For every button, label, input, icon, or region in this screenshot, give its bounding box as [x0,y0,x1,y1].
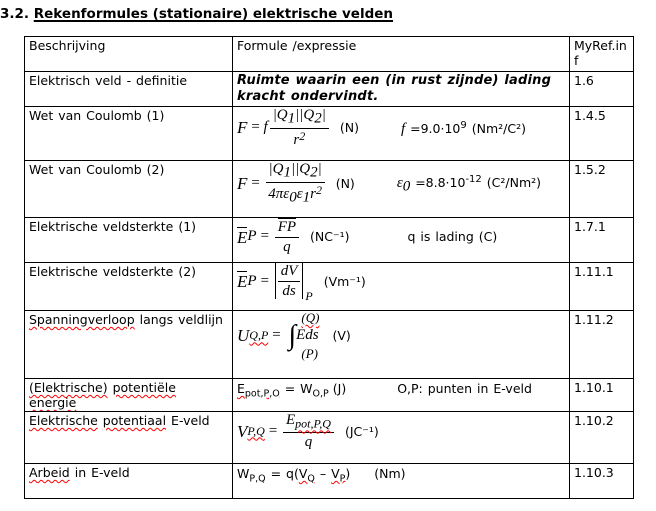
formula-table: Beschrijving Formule /expressie MyRef.in… [24,36,634,499]
ref-1-10-2: 1.10.2 [569,411,634,464]
integral-sign: ∫ [288,319,297,351]
ref-1-10-1: 1.10.1 [569,378,634,412]
formula-coulomb-2-cell: F = |Q1||Q2| 4πε0ε1r2 (N) ε0 =8.8·10-12 (C… [232,160,570,218]
ref-1-4-5: 1.4.5 [569,106,634,161]
formula-potentiaal: V P,Q = Epot,P,Q q (JC⁻¹) [237,412,379,451]
note-punten: O,P: punten in E-veld [397,381,532,396]
formula-arbeid-cell: WP,Q = q(VQ – VP) (Nm) [232,463,570,499]
integral-group: (Q) ∫ Eds (P) [288,310,320,362]
desc-potentiaal: Elektrische potentiaal E-veld [24,411,233,464]
row-potentiele-energie: (Elektrische) potentiële energie Epot,P,… [24,378,634,412]
row-spanningverloop: Spanningverloop langs veldlijn U Q,P = (Q)… [24,310,634,379]
desc-arbeid: Arbeid in E-veld [24,463,233,499]
desc-coulomb-2: Wet van Coulomb (2) [24,160,233,218]
row-coulomb-2: Wet van Coulomb (2) F = |Q1||Q2| 4πε0ε1r2… [24,160,634,218]
header-beschrijving: Beschrijving [24,36,233,72]
abs-value-group: dV ds P [274,263,313,303]
fraction: |Q1||Q2| 4πε0ε1r2 [265,162,325,207]
fraction: dV ds [277,264,301,300]
desc-veldsterkte-1: Elektrische veldsterkte (1) [24,217,233,263]
row-coulomb-1: Wet van Coulomb (1) F = f |Q1||Q2| r2 (N) … [24,106,634,161]
formula-arbeid: WP,Q = q(VQ – VP) (Nm) [237,466,406,485]
ref-1-6: 1.6 [569,71,634,107]
desc-veldsterkte-2: Elektrische veldsterkte (2) [24,262,233,311]
fraction: Epot,P,Q q [282,413,334,451]
note-lading: q is lading (C) [407,229,498,245]
ref-1-11-1: 1.11.1 [569,262,634,311]
ref-1-10-3: 1.10.3 [569,463,634,499]
desc-spanningverloop: Spanningverloop langs veldlijn [24,310,233,379]
row-veldsterkte-2: Elektrische veldsterkte (2) E P = dV ds P (… [24,262,634,311]
constant-epsilon0: ε0 =8.8·10-12 (C²/Nm²) [396,174,542,195]
header-row: Beschrijving Formule /expressie MyRef.in… [24,36,634,72]
formula-veldsterkte-1-cell: E P = FP q (NC⁻¹) q is lading (C) [232,217,570,263]
header-myref: MyRef.inf [569,36,634,72]
fraction: |Q1||Q2| r2 [269,108,329,149]
row-veldsterkte-1: Elektrische veldsterkte (1) E P = FP q (NC… [24,217,634,263]
formula-coulomb-1: F = f |Q1||Q2| r2 (N) f =9.0·109 (Nm²/C²) [237,107,526,149]
constant-f: f =9.0·109 (Nm²/C²) [400,120,526,138]
row-elektrisch-veld: Elektrisch veld - definitie Ruimte waari… [24,71,634,107]
formula-definitie: Ruimte waarin een (in rust zijnde) ladin… [237,73,552,104]
formula-coulomb-2: F = |Q1||Q2| 4πε0ε1r2 (N) ε0 =8.8·10-12 (C… [237,161,542,207]
desc-potentiele-energie: (Elektrische) potentiële energie [24,378,233,412]
formula-spanningverloop-cell: U Q,P = (Q) ∫ Eds (P) (V) [232,310,570,379]
formula-spanningverloop: U Q,P = (Q) ∫ Eds (P) (V) [237,310,351,362]
formula-coulomb-1-cell: F = f |Q1||Q2| r2 (N) f =9.0·109 (Nm²/C²) [232,106,570,161]
formula-potentiaal-cell: V P,Q = Epot,P,Q q (JC⁻¹) [232,411,570,464]
ref-1-5-2: 1.5.2 [569,160,634,218]
formula-veldsterkte-2: E P = dV ds P (Vm⁻¹) [237,263,366,303]
formula-potentiele-energie: Epot,P,O = WO,P (J) O,P: punten in E-veld [237,381,532,400]
desc-elektrisch-veld: Elektrisch veld - definitie [24,71,233,107]
formula-veldsterkte-1: E P = FP q (NC⁻¹) q is lading (C) [237,218,498,256]
ref-1-7-1: 1.7.1 [569,217,634,263]
section-title-text: Rekenformules (stationaire) elektrische … [33,6,394,22]
formula-veldsterkte-2-cell: E P = dV ds P (Vm⁻¹) [232,262,570,311]
header-formule: Formule /expressie [232,36,570,72]
formula-definitie-cell: Ruimte waarin een (in rust zijnde) ladin… [232,71,570,107]
ref-1-11-2: 1.11.2 [569,310,634,379]
row-arbeid: Arbeid in E-veld WP,Q = q(VQ – VP) (Nm) 1… [24,463,634,499]
row-potentiaal: Elektrische potentiaal E-veld V P,Q = Epot… [24,411,634,464]
formula-potentiele-energie-cell: Epot,P,O = WO,P (J) O,P: punten in E-veld [232,378,570,412]
section-title: 3.2. Rekenformules (stationaire) elektri… [0,6,393,22]
desc-coulomb-1: Wet van Coulomb (1) [24,106,233,161]
section-number: 3.2. [0,6,30,22]
fraction: FP q [274,218,300,256]
